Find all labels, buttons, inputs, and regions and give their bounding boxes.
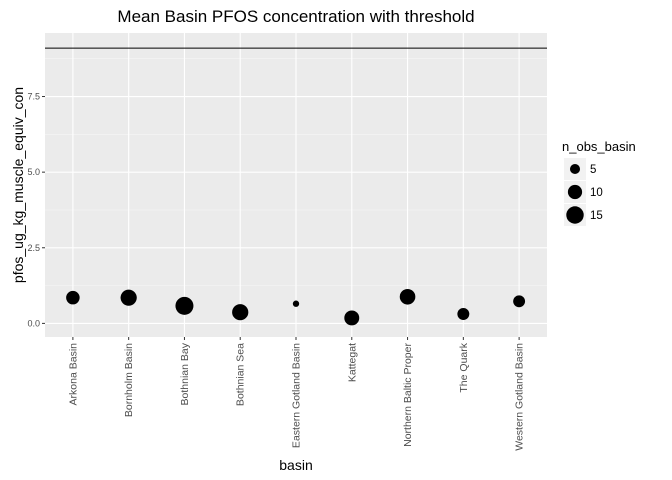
x-axis-ticks: Arkona Basin Bornholm Basin Bothnian Bay Bo… [67,337,526,451]
legend-label: 15 [590,210,603,222]
x-tick-label: The Quark [458,342,470,392]
legend-label: 5 [590,164,596,176]
data-point [344,310,360,326]
y-axis-title: pfos_ug_kg_muscle_equiv_con [10,87,26,283]
y-tick-label: 5.0 [27,167,40,177]
data-point [232,304,249,321]
legend-title: n_obs_basin [562,139,636,154]
legend-key-point [567,184,583,200]
data-points [66,288,526,326]
x-tick-label: Western Gotland Basin [514,343,526,451]
legend-key-point [569,163,581,175]
x-tick-label: Bornholm Basin [123,343,135,417]
x-tick-label: Northern Baltic Proper [402,343,414,447]
legend-key-point [566,206,584,224]
y-axis-ticks: 0.0 2.5 5.0 7.5 [27,92,45,328]
data-point [457,308,470,320]
data-point [175,296,194,315]
grid-major [45,33,547,337]
x-tick-label: Kattegat [346,343,358,382]
y-tick-label: 7.5 [27,92,40,102]
x-tick-label: Bothnian Bay [179,342,191,405]
data-point [66,290,80,305]
data-point [513,295,526,308]
data-point [120,289,137,306]
y-tick-label: 2.5 [27,243,40,253]
data-point [399,288,416,305]
legend-label: 10 [590,187,603,199]
y-tick-label: 0.0 [27,318,40,328]
data-point [292,300,300,307]
x-tick-label: Eastern Gotland Basin [291,343,303,448]
legend: n_obs_basin 5 10 15 [562,139,636,226]
x-tick-label: Arkona Basin [67,343,79,406]
chart-title: Mean Basin PFOS concentration with thres… [117,7,474,26]
x-tick-label: Bothnian Sea [235,343,247,406]
x-axis-title: basin [279,457,312,473]
